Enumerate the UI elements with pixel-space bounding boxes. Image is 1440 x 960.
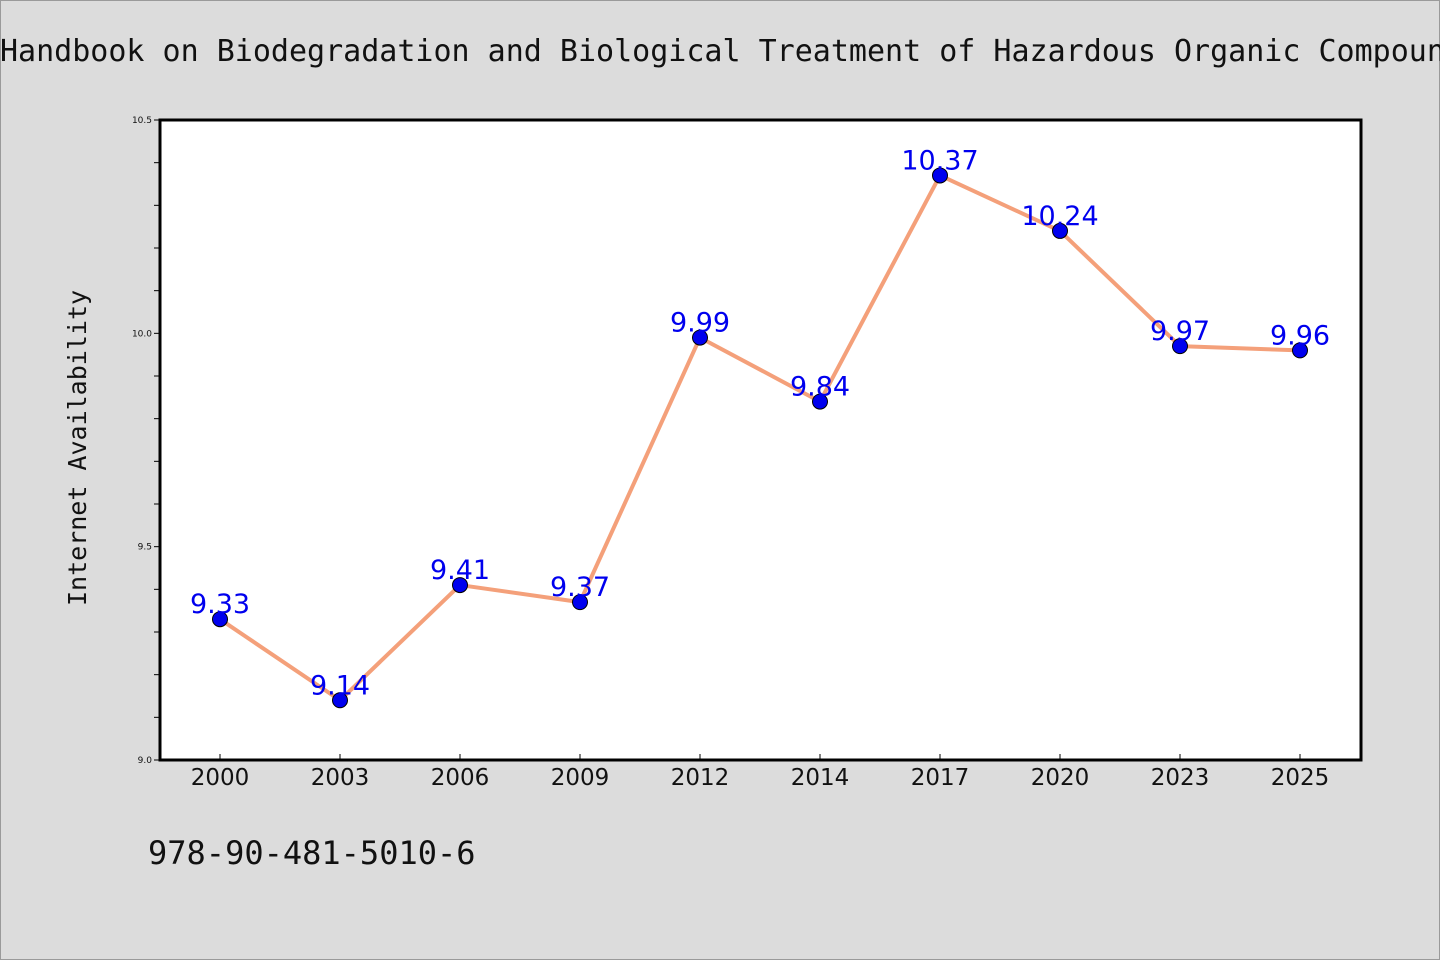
y-tick-label: 10.5 [132, 116, 152, 126]
x-tick-label: 2000 [191, 765, 250, 791]
y-axis: 9.0 9.5 10.0 10.5 [132, 116, 160, 766]
data-label: 9.96 [1270, 320, 1330, 351]
data-label: 9.33 [190, 589, 250, 620]
data-point [1172, 338, 1188, 355]
x-tick-label: 2012 [671, 765, 730, 791]
data-point [812, 393, 828, 410]
data-label: 10.24 [1021, 201, 1098, 232]
data-label: 9.99 [670, 308, 730, 339]
x-tick-label: 2006 [431, 765, 490, 791]
y-tick-label: 9.5 [138, 543, 152, 553]
data-markers [212, 167, 1308, 709]
x-axis: 2000 2003 2006 2009 2012 2014 2017 2020 2023 2025 [191, 754, 1330, 791]
y-tick-label: 10.0 [132, 329, 152, 339]
data-point [332, 692, 348, 709]
data-labels: 9.33 9.14 9.41 9.37 9.99 9.84 10.37 10.24 9.97 9.… [190, 145, 1330, 701]
data-point [572, 594, 588, 611]
x-tick-label: 2023 [1151, 765, 1210, 791]
data-label: 9.84 [790, 372, 850, 403]
data-point [1052, 222, 1068, 239]
data-point [452, 577, 468, 594]
data-label: 9.41 [430, 555, 490, 586]
x-tick-label: 2025 [1271, 765, 1330, 791]
data-point [212, 611, 228, 628]
x-tick-label: 2020 [1031, 765, 1090, 791]
x-tick-label: 2014 [791, 765, 850, 791]
isbn-text: 978-90-481-5010-6 [148, 834, 476, 872]
x-tick-label: 2009 [551, 765, 610, 791]
data-label: 9.97 [1150, 316, 1210, 347]
data-point [1292, 342, 1308, 359]
data-label: 10.37 [901, 145, 978, 176]
y-tick-label: 9.0 [138, 756, 153, 766]
y-axis-label: Internet Availability [63, 290, 92, 606]
x-tick-label: 2017 [911, 765, 970, 791]
data-point [932, 167, 948, 184]
plot-border [158, 118, 1363, 762]
series-line [218, 173, 1301, 703]
data-label: 9.37 [550, 572, 610, 603]
plot-area [160, 120, 1361, 760]
chart-title: Handbook on Biodegradation and Biologica… [0, 34, 1440, 69]
x-tick-label: 2003 [311, 765, 370, 791]
data-label: 9.14 [310, 670, 370, 701]
data-point [692, 329, 708, 346]
